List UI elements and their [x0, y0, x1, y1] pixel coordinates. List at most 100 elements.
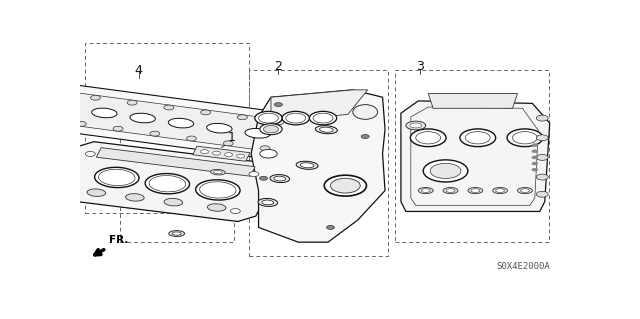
- Polygon shape: [193, 146, 250, 161]
- Ellipse shape: [264, 125, 278, 133]
- Ellipse shape: [172, 232, 181, 235]
- Ellipse shape: [164, 198, 182, 206]
- Ellipse shape: [211, 169, 225, 175]
- Circle shape: [76, 122, 86, 126]
- Ellipse shape: [507, 129, 543, 147]
- Ellipse shape: [262, 200, 274, 205]
- Ellipse shape: [92, 108, 117, 118]
- Ellipse shape: [309, 111, 337, 125]
- Ellipse shape: [214, 171, 222, 174]
- Bar: [395, 70, 548, 242]
- Circle shape: [237, 154, 244, 158]
- Ellipse shape: [260, 124, 282, 135]
- Ellipse shape: [270, 174, 290, 182]
- Ellipse shape: [471, 189, 480, 192]
- Polygon shape: [401, 101, 550, 211]
- Circle shape: [536, 115, 548, 121]
- Ellipse shape: [207, 123, 232, 133]
- Ellipse shape: [300, 163, 314, 168]
- Polygon shape: [4, 80, 319, 161]
- Circle shape: [230, 209, 240, 213]
- Circle shape: [237, 115, 247, 120]
- Ellipse shape: [446, 189, 455, 192]
- Ellipse shape: [518, 188, 532, 194]
- Ellipse shape: [169, 231, 185, 236]
- Circle shape: [113, 126, 123, 131]
- Text: 4: 4: [134, 64, 143, 77]
- Circle shape: [260, 176, 268, 180]
- Text: S0X4E2000A: S0X4E2000A: [497, 262, 550, 271]
- Ellipse shape: [324, 175, 367, 196]
- Ellipse shape: [99, 169, 135, 186]
- Text: 3: 3: [416, 60, 424, 73]
- Circle shape: [164, 105, 174, 110]
- Circle shape: [326, 226, 335, 229]
- Ellipse shape: [313, 113, 333, 123]
- Ellipse shape: [282, 111, 309, 125]
- Circle shape: [536, 174, 548, 180]
- Circle shape: [249, 172, 259, 177]
- Ellipse shape: [410, 123, 422, 128]
- Bar: [85, 43, 248, 213]
- Circle shape: [54, 91, 63, 95]
- Ellipse shape: [125, 194, 144, 201]
- Ellipse shape: [419, 188, 433, 194]
- Circle shape: [67, 189, 77, 193]
- Circle shape: [85, 152, 95, 156]
- Circle shape: [361, 135, 369, 138]
- Bar: [120, 107, 234, 242]
- Circle shape: [532, 144, 538, 147]
- Ellipse shape: [406, 121, 426, 130]
- Circle shape: [127, 100, 137, 105]
- Ellipse shape: [200, 182, 236, 198]
- Ellipse shape: [316, 126, 337, 134]
- Text: 2: 2: [275, 60, 282, 73]
- Ellipse shape: [468, 188, 483, 194]
- Circle shape: [260, 146, 270, 151]
- Ellipse shape: [196, 180, 240, 200]
- Polygon shape: [29, 89, 295, 152]
- Ellipse shape: [149, 175, 186, 192]
- Circle shape: [532, 150, 538, 153]
- Ellipse shape: [421, 189, 430, 192]
- Ellipse shape: [513, 132, 538, 144]
- Ellipse shape: [145, 174, 189, 194]
- Ellipse shape: [330, 178, 360, 193]
- Polygon shape: [54, 142, 277, 221]
- Ellipse shape: [259, 113, 278, 123]
- Circle shape: [532, 162, 538, 165]
- Ellipse shape: [286, 113, 306, 123]
- Polygon shape: [428, 93, 518, 108]
- Circle shape: [200, 150, 209, 154]
- Ellipse shape: [430, 163, 461, 179]
- Circle shape: [536, 191, 548, 197]
- Polygon shape: [97, 148, 255, 176]
- Polygon shape: [0, 80, 28, 125]
- Ellipse shape: [495, 189, 504, 192]
- Polygon shape: [280, 112, 349, 172]
- Circle shape: [201, 110, 211, 115]
- Bar: [249, 70, 388, 256]
- Polygon shape: [271, 90, 367, 122]
- Ellipse shape: [95, 167, 139, 188]
- Circle shape: [223, 141, 233, 146]
- Circle shape: [90, 95, 100, 100]
- Ellipse shape: [207, 204, 226, 211]
- Circle shape: [225, 153, 232, 157]
- Ellipse shape: [410, 129, 446, 147]
- Ellipse shape: [493, 188, 508, 194]
- Circle shape: [532, 168, 538, 171]
- Circle shape: [212, 151, 221, 155]
- Ellipse shape: [258, 198, 278, 206]
- Ellipse shape: [296, 161, 318, 169]
- Ellipse shape: [168, 118, 194, 128]
- Ellipse shape: [465, 132, 490, 144]
- Circle shape: [274, 120, 284, 125]
- Ellipse shape: [255, 111, 282, 125]
- Ellipse shape: [53, 103, 79, 113]
- Circle shape: [40, 116, 49, 122]
- Ellipse shape: [416, 132, 440, 144]
- Ellipse shape: [130, 113, 156, 123]
- Ellipse shape: [319, 127, 333, 132]
- Ellipse shape: [520, 189, 529, 192]
